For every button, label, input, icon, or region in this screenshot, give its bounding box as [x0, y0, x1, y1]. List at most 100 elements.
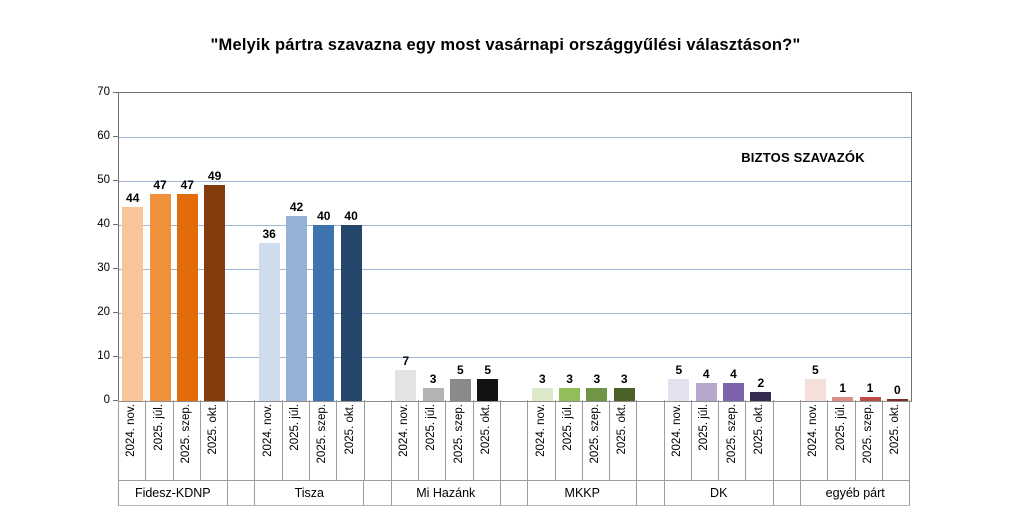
date-label: 2025. szep.: [725, 404, 738, 464]
date-cell-Mi Hazánk-2024. nov.: 2024. nov.: [392, 400, 420, 480]
date-cell-egyéb párt-2025. szep.: 2025. szep.: [856, 400, 883, 480]
y-tick-label-10: 10: [97, 349, 110, 362]
bar-value-label: 0: [893, 383, 901, 397]
date-cell-MKKP-2025. júl.: 2025. júl.: [556, 400, 583, 480]
bar-Tisza-2025. szep.: [313, 225, 335, 401]
bar-Tisza-2024. nov.: [258, 242, 280, 401]
bar-value-label: 3: [593, 371, 601, 386]
y-tick-label-50: 50: [97, 173, 110, 186]
gridline-20: [119, 313, 911, 314]
date-cell-Mi Hazánk-2025. júl.: 2025. júl.: [419, 400, 447, 480]
chart-title: "Melyik pártra szavazna egy most vasárna…: [210, 36, 801, 54]
y-tick-mark-0: [113, 400, 118, 401]
bar-DK-2025. júl.: [695, 383, 717, 401]
date-cell-MKKP-2024. nov.: 2024. nov.: [528, 400, 556, 480]
date-row-spacer: [774, 400, 802, 480]
bar-Fidesz-KDNP-2025. júl.: [149, 194, 171, 401]
bar-value-label: 1: [866, 380, 874, 395]
party-row-spacer: [637, 481, 665, 505]
party-row-spacer: [774, 481, 802, 505]
bar-value-label: 7: [402, 354, 410, 369]
bar-value-label: 5: [457, 363, 464, 377]
date-label: 2025. júl.: [834, 404, 847, 451]
bar-Fidesz-KDNP-2025. szep.: [176, 194, 198, 401]
date-label: 2025. okt.: [616, 404, 629, 455]
bar-value-label: 49: [207, 169, 222, 184]
date-cell-Mi Hazánk-2025. szep.: 2025. szep.: [446, 400, 474, 480]
date-label: 2025. szep.: [589, 404, 602, 464]
date-label: 2024. nov.: [534, 404, 547, 457]
y-tick-mark-10: [113, 356, 118, 357]
date-label: 2025. júl.: [289, 404, 302, 451]
date-cell-MKKP-2025. okt.: 2025. okt.: [610, 400, 638, 480]
date-cell-Mi Hazánk-2025. okt.: 2025. okt.: [474, 400, 501, 480]
date-label: 2024. nov.: [671, 404, 684, 457]
bar-egyéb párt-2025. okt.: [886, 399, 908, 401]
bar-value-label: 42: [289, 200, 304, 215]
y-tick-mark-20: [113, 312, 118, 313]
bar-value-label: 4: [702, 367, 710, 382]
bar-value-label: 3: [620, 371, 628, 386]
date-label: 2025. okt.: [480, 404, 493, 455]
bar-MKKP-2025. júl.: [559, 387, 581, 401]
y-tick-mark-40: [113, 224, 118, 225]
gridline-40: [119, 225, 911, 226]
gridline-10: [119, 357, 911, 358]
bar-value-label: 3: [429, 371, 437, 386]
y-tick-label-0: 0: [103, 393, 110, 406]
bar-Mi Hazánk-2025. szep.: [449, 379, 471, 401]
date-cell-Fidesz-KDNP-2024. nov.: 2024. nov.: [119, 400, 147, 480]
bar-value-label: 3: [566, 371, 573, 386]
date-cell-Fidesz-KDNP-2025. szep.: 2025. szep.: [174, 400, 201, 480]
bar-egyéb párt-2025. szep.: [859, 396, 881, 401]
date-label: 2025. júl.: [561, 404, 574, 451]
certain-voters-annotation: BIZTOS SZAVAZÓK: [741, 150, 865, 165]
date-cell-Fidesz-KDNP-2025. okt.: 2025. okt.: [201, 400, 229, 480]
party-label-Fidesz-KDNP: Fidesz-KDNP: [119, 481, 228, 505]
date-cell-egyéb párt-2025. okt.: 2025. okt.: [883, 400, 911, 480]
bar-value-label: 1: [839, 380, 847, 395]
bar-Mi Hazánk-2025. júl.: [422, 387, 444, 401]
bar-value-label: 5: [675, 363, 683, 377]
y-tick-label-30: 30: [97, 261, 110, 274]
y-tick-mark-30: [113, 268, 118, 269]
date-label: 2025. szep.: [861, 404, 874, 464]
bar-value-label: 4: [730, 367, 737, 382]
date-cell-Fidesz-KDNP-2025. júl.: 2025. júl.: [146, 400, 174, 480]
party-label-Tisza: Tisza: [255, 481, 365, 505]
bar-value-label: 2: [757, 376, 765, 391]
date-cell-Tisza-2024. nov.: 2024. nov.: [255, 400, 283, 480]
bar-egyéb párt-2024. nov.: [804, 379, 826, 401]
party-label-MKKP: MKKP: [528, 481, 638, 505]
y-tick-mark-60: [113, 136, 118, 137]
date-label: 2025. okt.: [752, 404, 765, 455]
date-cell-egyéb párt-2024. nov.: 2024. nov.: [801, 400, 829, 480]
date-cell-DK-2025. júl.: 2025. júl.: [692, 400, 720, 480]
bar-Fidesz-KDNP-2025. okt.: [204, 185, 226, 401]
plot-area: 44 47 47 49 36 42 40 40 7 3 5 5 3 3 3 3 5 4 4 2 5 1 1 0: [118, 92, 912, 402]
party-row-spacer: [501, 481, 529, 505]
bar-Mi Hazánk-2024. nov.: [395, 370, 417, 401]
date-row-spacer: [228, 400, 256, 480]
date-cell-DK-2025. okt.: 2025. okt.: [746, 400, 774, 480]
date-label: 2024. nov.: [807, 404, 820, 457]
bar-MKKP-2025. okt.: [613, 387, 635, 401]
date-cell-DK-2024. nov.: 2024. nov.: [665, 400, 692, 480]
y-tick-label-60: 60: [97, 129, 110, 142]
date-label: 2025. júl.: [152, 404, 165, 451]
y-tick-label-70: 70: [97, 85, 110, 98]
date-cell-MKKP-2025. szep.: 2025. szep.: [583, 400, 611, 480]
date-cell-Tisza-2025. okt.: 2025. okt.: [337, 400, 365, 480]
date-label: 2024. nov.: [125, 404, 138, 457]
bar-MKKP-2024. nov.: [531, 387, 553, 401]
date-cell-egyéb párt-2025. júl.: 2025. júl.: [828, 400, 856, 480]
date-cell-Tisza-2025. szep.: 2025. szep.: [310, 400, 338, 480]
gridline-50: [119, 181, 911, 182]
bar-value-label: 5: [484, 363, 492, 377]
x-axis-date-row: 2024. nov. 2025. júl. 2025. szep. 2025. okt…: [118, 400, 911, 481]
date-row-spacer: [637, 400, 665, 480]
y-tick-mark-70: [113, 92, 118, 93]
bar-DK-2024. nov.: [668, 379, 690, 401]
bar-value-label: 47: [153, 178, 167, 193]
